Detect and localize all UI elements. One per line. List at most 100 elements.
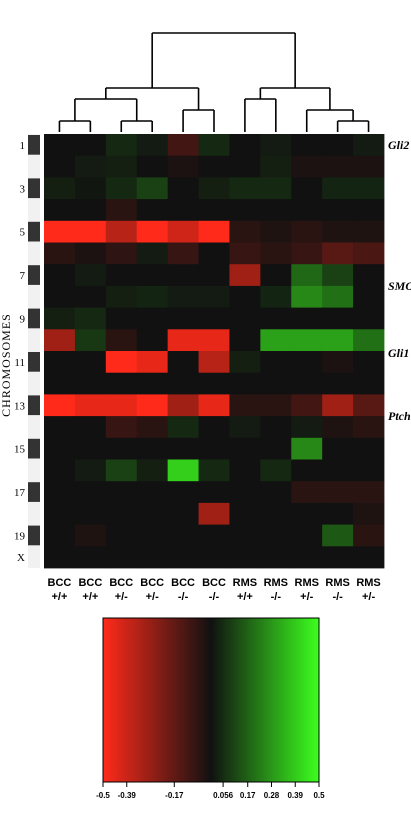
heatmap-cell bbox=[136, 546, 169, 569]
heatmap-cell bbox=[260, 199, 292, 222]
heatmap-cell bbox=[229, 502, 261, 525]
color-scale-tick-label: 0.39 bbox=[287, 791, 303, 800]
chromosome-band bbox=[28, 265, 40, 285]
heatmap-cell bbox=[167, 307, 199, 330]
heatmap-cell bbox=[291, 134, 323, 157]
sample-genotype-label: -/- bbox=[209, 591, 220, 603]
heatmap-cell bbox=[44, 242, 76, 265]
color-scale-tick-label: -0.39 bbox=[118, 791, 137, 800]
heatmap-cell bbox=[229, 199, 261, 222]
gene-label: Gli2 bbox=[388, 138, 409, 152]
heatmap-cell bbox=[44, 177, 76, 200]
heatmap-cell bbox=[167, 394, 199, 417]
sample-name-label: RMS bbox=[356, 577, 380, 589]
heatmap-cell bbox=[229, 220, 261, 243]
color-scale-tick-label: 0.17 bbox=[240, 791, 256, 800]
heatmap-cell bbox=[105, 155, 138, 178]
heatmap-cell bbox=[44, 285, 76, 308]
heatmap-cell bbox=[198, 242, 230, 265]
heatmap-cell bbox=[322, 481, 354, 504]
sample-genotype-label: +/- bbox=[146, 591, 159, 603]
chromosome-label: X bbox=[17, 552, 25, 564]
heatmap-cell bbox=[105, 134, 138, 157]
y-axis-label: CHROMOSOMES bbox=[0, 313, 13, 417]
heatmap-cell bbox=[229, 394, 261, 417]
heatmap-cell bbox=[322, 416, 354, 439]
heatmap-cell bbox=[229, 481, 261, 504]
sample-name-label: BCC bbox=[202, 577, 226, 589]
heatmap-cell bbox=[167, 177, 199, 200]
heatmap-cell bbox=[291, 177, 323, 200]
heatmap-cell bbox=[167, 437, 199, 460]
heatmap-cell bbox=[167, 416, 199, 439]
heatmap-cell bbox=[136, 459, 169, 482]
heatmap-cell bbox=[198, 372, 230, 395]
heatmap-cell bbox=[291, 220, 323, 243]
heatmap-cell bbox=[136, 416, 169, 439]
heatmap-cell bbox=[74, 459, 107, 482]
heatmap-cell bbox=[322, 155, 354, 178]
heatmap-cell bbox=[74, 372, 107, 395]
chromosome-label: 17 bbox=[14, 487, 26, 499]
heatmap-cell bbox=[198, 481, 230, 504]
heatmap-cell bbox=[105, 329, 138, 352]
heatmap-cell bbox=[291, 372, 323, 395]
heatmap-cell bbox=[291, 481, 323, 504]
heatmap-cell bbox=[322, 372, 354, 395]
heatmap-cell bbox=[260, 307, 292, 330]
heatmap-cell bbox=[229, 307, 261, 330]
heatmap-cell bbox=[260, 524, 292, 547]
chromosome-label: 9 bbox=[20, 313, 26, 325]
heatmap-cell bbox=[229, 546, 261, 569]
sample-name-label: RMS bbox=[295, 577, 319, 589]
heatmap-cell bbox=[167, 546, 199, 569]
heatmap-cell bbox=[105, 285, 138, 308]
gene-label: Ptch1 bbox=[388, 409, 411, 423]
heatmap-cell bbox=[198, 134, 230, 157]
heatmap-cell bbox=[291, 351, 323, 374]
heatmap-cell bbox=[353, 351, 385, 374]
heatmap-cell bbox=[44, 264, 76, 287]
heatmap-cell bbox=[291, 546, 323, 569]
heatmap-cell bbox=[198, 307, 230, 330]
chromosome-label: 19 bbox=[14, 530, 26, 542]
heatmap-cell bbox=[167, 264, 199, 287]
heatmap-cell bbox=[167, 524, 199, 547]
heatmap-cell bbox=[44, 459, 76, 482]
chromosome-band bbox=[28, 525, 40, 546]
heatmap-cell bbox=[74, 307, 107, 330]
heatmap-cell bbox=[322, 242, 354, 265]
heatmap-cell bbox=[353, 502, 385, 525]
heatmap-cell bbox=[74, 285, 107, 308]
gene-label: SMO bbox=[388, 279, 411, 293]
heatmap-cell bbox=[74, 177, 107, 200]
heatmap-cell bbox=[229, 264, 261, 287]
chromosome-label: 3 bbox=[20, 183, 26, 195]
heatmap-cell bbox=[260, 134, 292, 157]
heatmap-cell bbox=[198, 459, 230, 482]
heatmap-cell bbox=[198, 264, 230, 287]
heatmap-cell bbox=[44, 351, 76, 374]
heatmap-cell bbox=[74, 155, 107, 178]
heatmap-cell bbox=[74, 242, 107, 265]
heatmap-cell bbox=[198, 416, 230, 439]
heatmap-cell bbox=[105, 242, 138, 265]
heatmap-cell bbox=[229, 155, 261, 178]
heatmap-cell bbox=[105, 437, 138, 460]
heatmap-cell bbox=[44, 307, 76, 330]
heatmap-cell bbox=[167, 199, 199, 222]
heatmap-cell bbox=[167, 481, 199, 504]
heatmap-cell bbox=[105, 394, 138, 417]
heatmap-cell bbox=[353, 416, 385, 439]
heatmap-cell bbox=[322, 285, 354, 308]
sample-genotype-label: +/- bbox=[362, 591, 375, 603]
heatmap-cell bbox=[74, 394, 107, 417]
heatmap-cell bbox=[353, 199, 385, 222]
heatmap-cell bbox=[44, 546, 76, 569]
heatmap-cell bbox=[353, 264, 385, 287]
heatmap-cell bbox=[44, 416, 76, 439]
heatmap-cell bbox=[167, 134, 199, 157]
heatmap-cell bbox=[291, 416, 323, 439]
heatmap-cell bbox=[74, 546, 107, 569]
